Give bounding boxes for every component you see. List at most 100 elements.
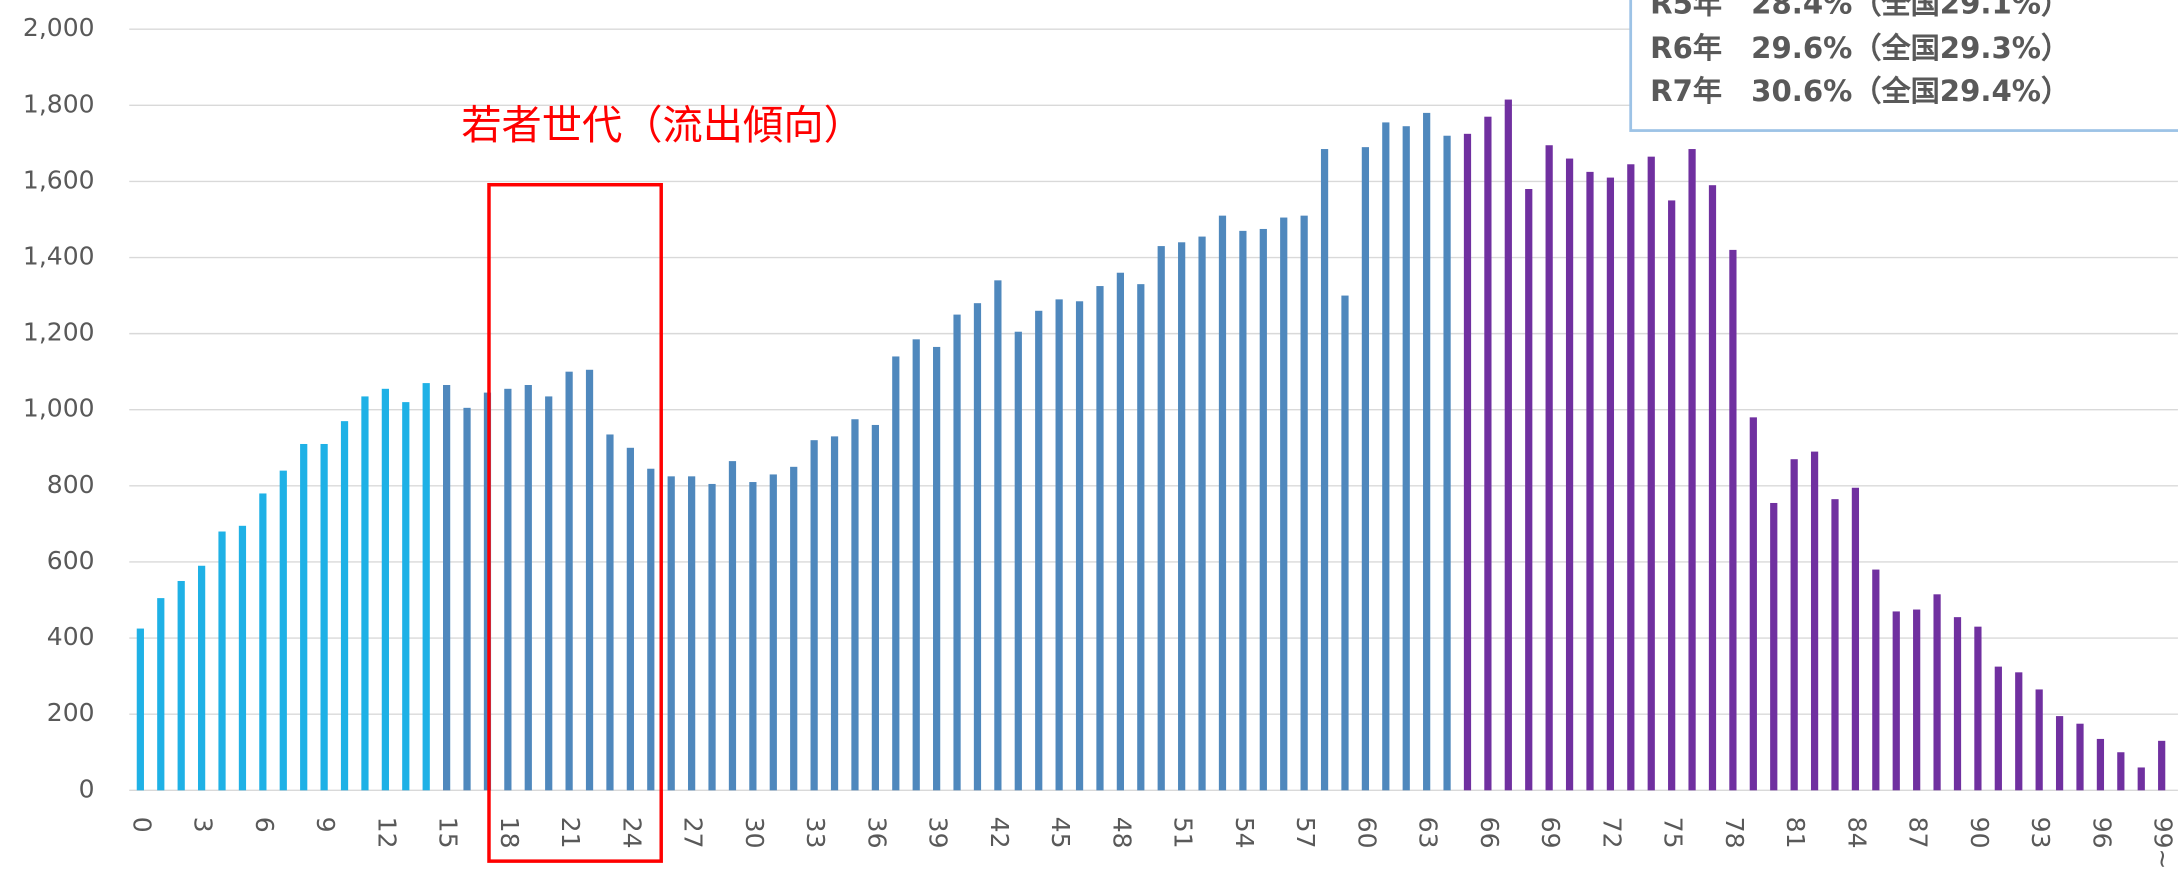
y-tick-label: 1,200	[23, 318, 95, 347]
x-tick-label: 21	[556, 817, 585, 849]
bar	[1565, 158, 1574, 791]
bar	[545, 396, 553, 791]
bar	[585, 369, 594, 791]
y-tick-label: 600	[47, 546, 95, 575]
bar	[1688, 149, 1696, 791]
bar	[1994, 666, 2002, 791]
y-tick-label: 2,000	[23, 13, 95, 42]
x-tick-label: 66	[1475, 817, 1504, 849]
bar	[1668, 200, 1676, 791]
bar	[1137, 284, 1145, 791]
x-tick-label: 24	[617, 817, 646, 849]
bar	[1729, 249, 1737, 791]
bar	[2158, 740, 2166, 791]
bar	[2076, 723, 2084, 791]
bar	[136, 628, 144, 791]
bar	[1545, 145, 1553, 791]
bar	[1341, 295, 1349, 791]
bar	[1423, 112, 1431, 791]
bar	[2035, 689, 2043, 791]
bar	[238, 525, 247, 791]
x-tick-label: 30	[740, 817, 769, 849]
bar	[402, 402, 410, 791]
y-tick-label: 200	[47, 698, 95, 727]
x-tick-label: 90	[1965, 817, 1994, 849]
bar	[2137, 767, 2145, 791]
x-tick-label: 96	[2087, 817, 2116, 849]
annotation: 若者世代（流出傾向）	[461, 103, 864, 149]
x-tick-label: 12	[372, 817, 401, 849]
bar	[728, 461, 737, 791]
bar	[2096, 738, 2105, 791]
y-tick-label: 1,600	[23, 165, 95, 194]
bar	[973, 303, 982, 791]
bar	[626, 447, 634, 791]
bar	[361, 396, 369, 791]
bar	[1953, 617, 1962, 791]
bar	[2015, 672, 2023, 791]
bar	[1035, 310, 1043, 791]
bar	[1749, 417, 1757, 791]
notes-box: R5年 28.4%（全国29.1%） R6年 29.6%（全国29.3%） R7…	[1629, 0, 2178, 132]
bar	[1770, 502, 1778, 791]
bar	[1872, 569, 1880, 791]
bar	[1096, 286, 1104, 791]
bar	[218, 531, 226, 791]
bar	[1647, 156, 1655, 791]
bar	[1913, 609, 1921, 791]
x-tick-label: 84	[1842, 817, 1871, 849]
x-tick-label: 60	[1352, 817, 1381, 849]
x-tick-label: 72	[1597, 817, 1626, 849]
bar	[279, 470, 287, 791]
x-tick-label: 39	[924, 817, 953, 849]
bar	[1484, 116, 1492, 791]
y-tick-label: 0	[79, 774, 95, 803]
bar	[606, 434, 614, 791]
bar	[1606, 177, 1615, 791]
x-tick-label: 6	[250, 817, 279, 833]
bar	[1157, 246, 1165, 791]
bar	[708, 483, 716, 791]
bar	[1933, 594, 1941, 791]
bar	[1525, 189, 1533, 791]
bar	[1259, 228, 1267, 791]
x-tick-label: 3	[189, 817, 218, 833]
note: R7年 30.6%（全国29.4%）	[1650, 74, 2070, 108]
bar	[1055, 299, 1063, 791]
bar	[1218, 215, 1227, 791]
bar	[647, 468, 655, 791]
bar	[320, 443, 328, 791]
bar	[667, 476, 675, 791]
bar	[1382, 122, 1390, 791]
x-tick-label: 93	[2026, 817, 2055, 849]
x-tick-label: 75	[1659, 817, 1688, 849]
bar	[1586, 171, 1594, 791]
bar	[197, 565, 206, 791]
x-tick-label: 54	[1230, 817, 1259, 849]
grid: 0 200 400 600 800 1,000 1,200 1,400 1,600 1,800 2,…	[23, 13, 2178, 803]
bar	[381, 388, 389, 791]
bar	[177, 580, 185, 791]
bar	[2055, 716, 2064, 791]
x-tick-label: 9	[311, 817, 340, 833]
x-tick-label: 15	[434, 817, 463, 849]
y-tick-label: 1,000	[23, 394, 95, 423]
bar	[157, 598, 165, 791]
bar	[422, 383, 430, 791]
x-tick-label: 33	[801, 817, 830, 849]
bar	[340, 421, 349, 791]
y-tick-label: 1,800	[23, 89, 95, 118]
bar	[463, 407, 471, 791]
bar	[830, 436, 839, 791]
x-tick-label: 18	[495, 817, 524, 849]
bar	[1974, 626, 1982, 791]
x-tick-label: 51	[1169, 817, 1198, 849]
y-tick-label: 800	[47, 470, 95, 499]
bar	[1361, 147, 1370, 791]
bar	[2117, 752, 2125, 791]
bar	[1708, 185, 1717, 791]
bar	[851, 419, 859, 791]
bar	[1178, 242, 1186, 791]
note: R5年 28.4%（全国29.1%）	[1650, 0, 2070, 21]
